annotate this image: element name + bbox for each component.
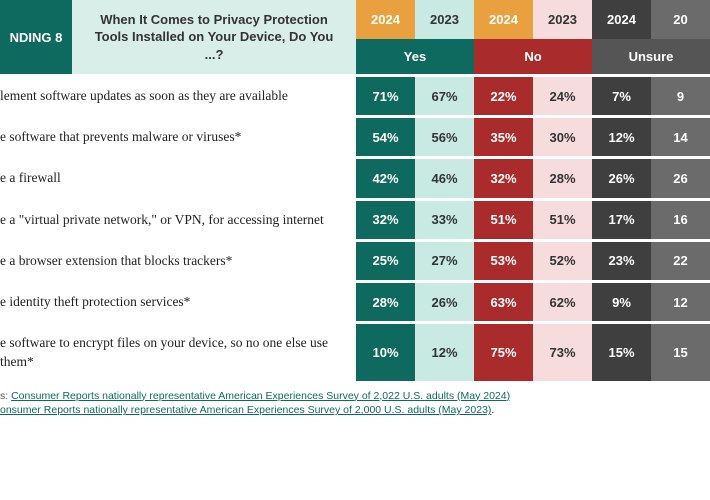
val-no-2023: 52% [533,240,592,281]
val-yes-2023: 67% [415,76,474,117]
val-unsure-2024: 9% [592,282,651,323]
val-no-2023: 73% [533,323,592,381]
val-unsure-2023: 26 [651,158,710,199]
col-yes-2024-year: 2024 [356,0,415,39]
row-label: e a firewall [0,158,356,199]
val-unsure-2023: 15 [651,323,710,381]
col-yes-2023-year: 2023 [415,0,474,39]
val-no-2024: 35% [474,117,533,158]
val-unsure-2023: 16 [651,199,710,240]
val-yes-2023: 26% [415,282,474,323]
val-no-2024: 53% [474,240,533,281]
val-unsure-2024: 12% [592,117,651,158]
val-yes-2024: 25% [356,240,415,281]
val-unsure-2023: 9 [651,76,710,117]
val-no-2024: 75% [474,323,533,381]
table-row: e a "virtual private network," or VPN, f… [0,199,710,240]
val-yes-2024: 54% [356,117,415,158]
val-unsure-2024: 17% [592,199,651,240]
val-unsure-2024: 7% [592,76,651,117]
val-unsure-2023: 22 [651,240,710,281]
col-no-2023-year: 2023 [533,0,592,39]
col-unsure-2023-year: 20 [651,0,710,39]
source-link-2023[interactable]: onsumer Reports nationally representativ… [0,404,491,416]
val-no-2023: 62% [533,282,592,323]
val-unsure-2024: 26% [592,158,651,199]
source-prefix: s: [0,390,11,402]
val-yes-2023: 56% [415,117,474,158]
val-no-2023: 30% [533,117,592,158]
sources-block: s: Consumer Reports nationally represent… [0,381,710,418]
table-row: lement software updates as soon as they … [0,76,710,117]
val-no-2023: 28% [533,158,592,199]
table-row: e software that prevents malware or viru… [0,117,710,158]
val-unsure-2023: 12 [651,282,710,323]
val-yes-2023: 27% [415,240,474,281]
table-row: e identity theft protection services*28%… [0,282,710,323]
val-unsure-2023: 14 [651,117,710,158]
privacy-tools-table: NDING 8When It Comes to Privacy Protecti… [0,0,710,381]
val-yes-2023: 33% [415,199,474,240]
category-yes: Yes [356,39,474,75]
val-unsure-2024: 15% [592,323,651,381]
col-unsure-2024-year: 2024 [592,0,651,39]
source-suffix: . [491,404,494,416]
table-row: e a browser extension that blocks tracke… [0,240,710,281]
val-no-2024: 63% [474,282,533,323]
col-no-2024-year: 2024 [474,0,533,39]
val-no-2023: 51% [533,199,592,240]
val-no-2024: 32% [474,158,533,199]
val-yes-2023: 46% [415,158,474,199]
val-yes-2024: 71% [356,76,415,117]
finding-badge: NDING 8 [0,0,72,74]
val-no-2023: 24% [533,76,592,117]
row-label: e software that prevents malware or viru… [0,117,356,158]
table-row: e a firewall42%46%32%28%26%26 [0,158,710,199]
row-label: e software to encrypt files on your devi… [0,323,356,381]
row-label: e identity theft protection services* [0,282,356,323]
category-no: No [474,39,592,75]
val-unsure-2024: 23% [592,240,651,281]
val-yes-2023: 12% [415,323,474,381]
row-label: e a "virtual private network," or VPN, f… [0,199,356,240]
finding-header: NDING 8When It Comes to Privacy Protecti… [0,0,356,76]
category-unsure: Unsure [592,39,710,75]
question-text: When It Comes to Privacy Protection Tool… [72,0,356,74]
source-link-2024[interactable]: Consumer Reports nationally representati… [11,390,510,402]
val-no-2024: 22% [474,76,533,117]
val-yes-2024: 42% [356,158,415,199]
table-row: e software to encrypt files on your devi… [0,323,710,381]
val-yes-2024: 32% [356,199,415,240]
row-label: lement software updates as soon as they … [0,76,356,117]
val-no-2024: 51% [474,199,533,240]
row-label: e a browser extension that blocks tracke… [0,240,356,281]
val-yes-2024: 10% [356,323,415,381]
val-yes-2024: 28% [356,282,415,323]
